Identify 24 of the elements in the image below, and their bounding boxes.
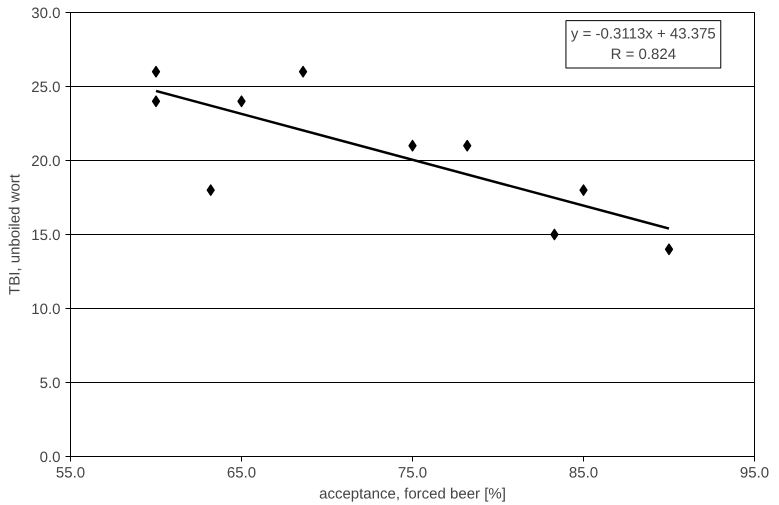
x-tick-label: 85.0 bbox=[568, 464, 598, 482]
point bbox=[550, 228, 559, 240]
point bbox=[298, 66, 308, 78]
y-tick-label: 30.0 bbox=[31, 5, 61, 22]
y-tick-label: 15.0 bbox=[31, 227, 61, 244]
y-tick-label: 5.0 bbox=[40, 375, 61, 392]
x-tick-label: 95.0 bbox=[740, 464, 770, 482]
annotation: y = -0.3113x + 43.375 bbox=[570, 26, 716, 43]
point bbox=[579, 184, 588, 196]
point bbox=[664, 243, 674, 256]
point bbox=[408, 140, 417, 152]
y-tick-label: 10.0 bbox=[31, 301, 61, 318]
y-tick-label: 20.0 bbox=[31, 153, 61, 170]
y-tick-label: 25.0 bbox=[31, 79, 61, 96]
y-axis-title: TBI, unboiled wort bbox=[6, 173, 24, 295]
point bbox=[152, 66, 160, 78]
y-tick-label: 0.0 bbox=[40, 449, 61, 466]
annotation: R = 0.824 bbox=[610, 46, 676, 64]
x-tick-label: 55.0 bbox=[56, 464, 86, 482]
point bbox=[237, 95, 246, 108]
x-tick-label: 75.0 bbox=[398, 464, 428, 482]
x-tick-label: 65.0 bbox=[226, 464, 256, 482]
point bbox=[152, 95, 160, 108]
x-axis-title: acceptance, forced beer [%] bbox=[319, 486, 506, 502]
